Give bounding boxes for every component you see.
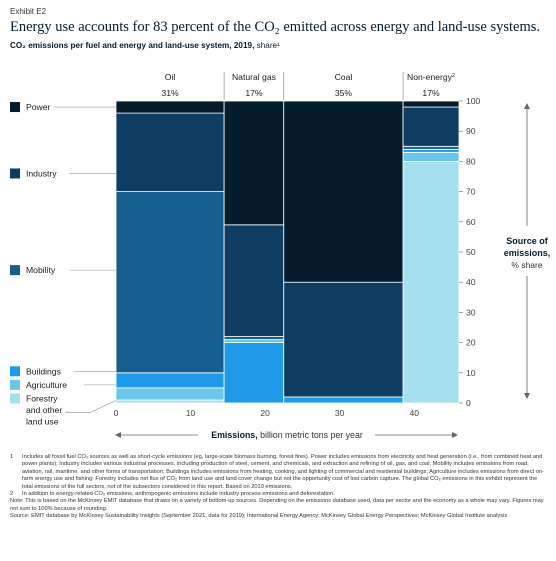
chart-source: Source: EMIT database by McKinsey Sustai… xyxy=(10,513,508,520)
column-name-natural-gas: Natural gas xyxy=(232,72,276,82)
x-title-arrowhead-right xyxy=(452,432,458,438)
y-tick-label: 100 xyxy=(466,96,481,106)
bar-segment-natural-gas-mobility xyxy=(223,336,285,340)
x-title-bold: Emissions, xyxy=(211,430,257,440)
footnote-2: 2 In addition to energy-related CO₂ emis… xyxy=(10,491,548,498)
legend-forestry-label: Forestry and other land use xyxy=(26,393,62,426)
column-share-non-energy: 17% xyxy=(422,88,440,98)
legend-mobility-label: Mobility xyxy=(26,265,56,275)
footnote-1-text: Includes all fossil fuel CO₂ sources as … xyxy=(22,454,544,490)
bar-segment-non-energy-buildings xyxy=(402,148,460,153)
legend-industry-label: Industry xyxy=(26,168,57,178)
x-tick-label: 0 xyxy=(114,408,119,418)
bar-segment-non-energy-forestry xyxy=(402,160,460,404)
x-axis-title: Emissions, billion metric tons per year xyxy=(211,430,363,440)
bar-segment-non-energy-agriculture xyxy=(402,151,460,162)
legend-buildings-label: Buildings xyxy=(26,366,61,376)
bar-segment-oil-power xyxy=(115,100,225,114)
legend-forestry-label-line1: Forestry xyxy=(26,393,58,403)
y-tick-label: 20 xyxy=(466,338,476,348)
footnote-1-number: 1 xyxy=(10,454,14,460)
bar-segment-non-energy-industry xyxy=(402,106,460,147)
legend-group: Power Industry Mobility Buildings Agricultur… xyxy=(10,102,117,426)
y-tick-label: 40 xyxy=(466,277,476,287)
x-title-arrowhead-left xyxy=(115,432,121,438)
footnote-2-text: In addition to energy-related CO₂ emissi… xyxy=(22,491,335,498)
column-share-oil: 31% xyxy=(161,88,179,98)
column-share-natural-gas: 17% xyxy=(245,88,263,98)
column-labels-group: Oil 31% Natural gas 17% Coal 35% Non-energy2 17… xyxy=(161,72,455,100)
bar-segment-oil-mobility xyxy=(115,191,225,374)
legend-mobility-swatch xyxy=(10,265,20,276)
chart-title: Energy use accounts for 83 percent of th… xyxy=(10,19,540,35)
bar-segment-natural-gas-buildings xyxy=(223,342,285,404)
bar-segment-oil-agriculture xyxy=(115,387,225,401)
legend-agriculture-label: Agriculture xyxy=(26,380,67,390)
y-tick-label: 10 xyxy=(466,368,476,378)
y-axis-title-group: Source of emissions, % share xyxy=(504,103,551,399)
legend-industry-swatch xyxy=(10,168,20,179)
subtitle-bold: CO₂ emissions per fuel and energy and la… xyxy=(10,41,255,50)
legend-forestry-label-line2: and other xyxy=(26,405,62,415)
bar-segment-natural-gas-agriculture xyxy=(223,339,285,343)
legend-power-swatch xyxy=(10,102,20,113)
bars-group xyxy=(115,100,460,404)
x-tick-label: 10 xyxy=(186,408,196,418)
y-title-arrowhead-down xyxy=(524,393,530,399)
y-title-line3: % share xyxy=(511,260,542,270)
legend-agriculture-swatch xyxy=(10,379,20,390)
x-tick-label: 30 xyxy=(335,408,345,418)
bar-segment-coal-power xyxy=(283,100,404,283)
column-name-coal: Coal xyxy=(335,72,353,82)
bar-segment-oil-industry xyxy=(115,112,225,192)
chart-note: Note: This is based on the McKinsey EMIT… xyxy=(10,498,544,512)
footnote-1: 1 Includes all fossil fuel CO₂ sources a… xyxy=(10,454,548,491)
legend-forestry-label-line3: land use xyxy=(26,416,59,426)
y-title-line1: Source of xyxy=(506,236,549,246)
bar-segment-non-energy-power xyxy=(402,100,460,108)
x-axis-title-group: Emissions, billion metric tons per year xyxy=(115,430,458,440)
x-axis-group: 0 10 20 30 40 xyxy=(114,408,420,418)
x-tick-label: 40 xyxy=(409,408,419,418)
y-tick-label: 80 xyxy=(466,156,476,166)
footnotes: 1 Includes all fossil fuel CO₂ sources a… xyxy=(10,454,548,521)
y-tick-label: 90 xyxy=(466,126,476,136)
column-share-coal: 35% xyxy=(335,88,353,98)
y-tick-label: 60 xyxy=(466,217,476,227)
marimekko-chart: Oil 31% Natural gas 17% Coal 35% Non-energy2 17… xyxy=(10,72,551,440)
bar-segment-coal-buildings xyxy=(283,396,404,404)
legend-forestry-leader-line xyxy=(66,400,117,413)
subtitle-light: share¹ xyxy=(254,41,280,50)
bar-segment-natural-gas-industry xyxy=(223,224,285,337)
y-title-arrowhead-up xyxy=(524,103,530,109)
footnote-2-number: 2 xyxy=(10,491,14,498)
x-title-light: billion metric tons per year xyxy=(258,430,363,440)
bar-segment-oil-forestry xyxy=(115,399,225,404)
bar-segment-oil-buildings xyxy=(115,372,225,389)
column-name-non-energy: Non-energy2 xyxy=(407,72,455,82)
bar-segment-coal-industry xyxy=(283,281,404,398)
bar-segment-non-energy-mobility xyxy=(402,145,460,150)
y-title-line2: emissions, xyxy=(504,248,551,258)
column-name-oil: Oil xyxy=(165,72,176,82)
y-tick-label: 50 xyxy=(466,247,476,257)
legend-power-label: Power xyxy=(26,102,50,112)
chart-subtitle: CO₂ emissions per fuel and energy and la… xyxy=(10,41,280,50)
y-tick-label: 0 xyxy=(466,398,471,408)
y-axis-group: 0 10 20 30 40 50 60 70 80 90 100 xyxy=(459,96,481,408)
y-tick-label: 70 xyxy=(466,187,476,197)
exhibit-label: Exhibit E2 xyxy=(10,7,47,16)
legend-buildings-swatch xyxy=(10,366,20,377)
x-tick-label: 20 xyxy=(260,408,270,418)
legend-forestry-swatch xyxy=(10,393,20,404)
y-tick-label: 30 xyxy=(466,307,476,317)
column-name-superscript: 2 xyxy=(452,73,455,79)
bar-segment-natural-gas-power xyxy=(223,100,285,226)
